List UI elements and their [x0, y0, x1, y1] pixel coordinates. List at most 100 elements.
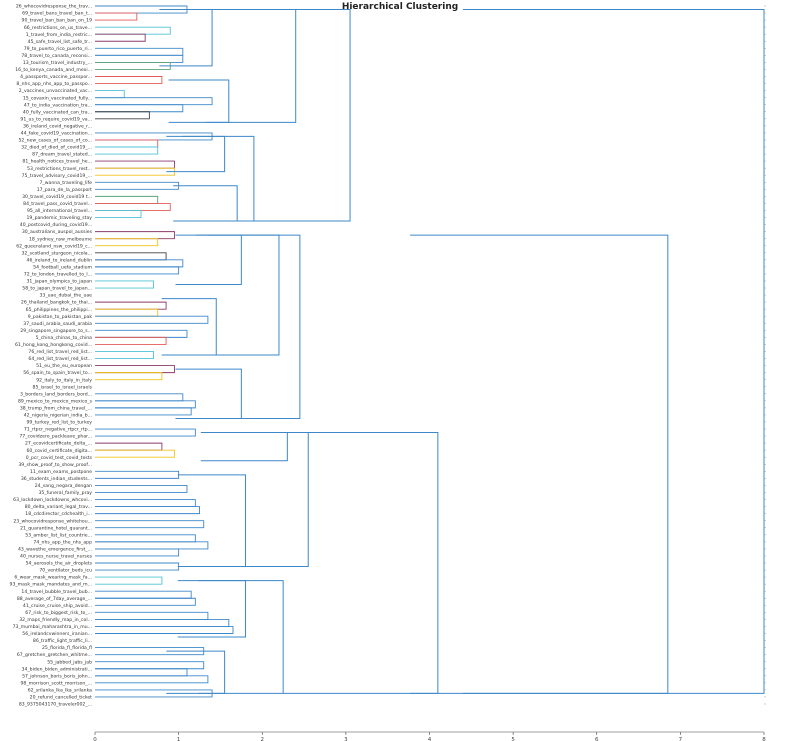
cluster-link	[196, 234, 280, 356]
dendrogram-link	[95, 351, 154, 359]
leaf-label: 60_covid_certificate_digita...	[26, 448, 92, 454]
dendrogram-link	[95, 661, 205, 670]
leaf-label: 8_nhs_app_nhs_app_to_passpo...	[16, 81, 92, 87]
dendrogram-link	[95, 407, 192, 416]
leaf-label: 57_johnson_boris_boris_john...	[22, 673, 92, 679]
leaf-label: 30_australians_auspol_aussies	[22, 229, 93, 235]
leaf-labels: 26_whocovidresponse_the_trav...69_travel…	[10, 4, 93, 708]
dendrogram-link	[95, 195, 159, 204]
leaf-label: 37_saudi_arabia_saudi_arabia	[23, 321, 92, 327]
leaf-label: 73_mumbai_maharashtra_in_mu...	[13, 624, 92, 630]
leaf-label: 23_whocovidresponse_whitehou...	[13, 518, 92, 524]
leaf-label: 87_dream_travel_stated...	[32, 152, 92, 158]
x-tick-label: 0	[93, 737, 97, 741]
leaf-label: 65_philippines_the_philippi...	[26, 307, 92, 313]
x-tick-label: 8	[762, 737, 766, 741]
dendrogram-link	[95, 202, 171, 211]
cluster-link	[177, 474, 247, 568]
dendrogram-link	[95, 54, 184, 63]
leaf-label: 32_maps_friendly_map_in_col...	[19, 617, 92, 623]
x-tick-label: 1	[177, 737, 181, 741]
dendrogram-link	[95, 336, 167, 345]
leaf-label: 86_traffic_light_traffic_li...	[33, 638, 92, 644]
dendrogram-link	[95, 449, 175, 458]
leaf-label: 29_singapore_singapore_to_s...	[20, 328, 92, 334]
leaf-label: 31_japan_olympics_to_japan	[26, 279, 92, 285]
leaf-label: 25_florida_fl_florida_fl	[42, 645, 92, 651]
x-tick-label: 5	[511, 737, 515, 741]
dendrogram-link	[95, 61, 171, 70]
leaf-label: 91_us_to_require_covid19_va...	[20, 116, 92, 122]
dendrogram-link	[95, 301, 167, 310]
cluster-link	[212, 432, 309, 568]
dendrogram-link	[95, 372, 163, 381]
leaf-label: 24_sang_negara_dengan	[35, 483, 92, 489]
dendrogram-link	[95, 146, 159, 155]
dendrogram-link	[95, 675, 209, 684]
leaf-label: 67_risk_to_biggest_risk_to_...	[25, 610, 92, 616]
leaf-label: 69_travel_bans_travel_ban_t...	[22, 11, 92, 17]
dendrogram-link	[95, 506, 200, 515]
leaf-label: 64_red_list_travel_red_list...	[28, 356, 92, 362]
leaf-label: 27_ecovidcertificate_delta_...	[25, 441, 92, 447]
leaf-label: 16_to_kenya_canada_and_mexi...	[15, 67, 92, 73]
leaf-label: 5_china_chinas_to_china	[36, 335, 93, 341]
dendrogram-link	[95, 520, 205, 529]
cluster-link	[175, 368, 242, 419]
leaf-label: 42_nigeria_nigerian_india_b...	[24, 413, 92, 419]
cluster-link	[166, 135, 226, 173]
leaf-label: 92_italy_to_italy_in_italy	[36, 377, 92, 383]
leaf-label: 39_show_proof_to_show_proof...	[18, 462, 92, 468]
leaf-label: 35_funeral_family_pray	[39, 490, 93, 496]
leaf-label: 19_pandemic_traveling_stay	[26, 215, 92, 221]
dendrogram-link	[95, 252, 167, 261]
dendrogram-link	[95, 442, 163, 451]
leaf-label: 4_passports_vaccine_passpor...	[20, 74, 92, 80]
leaf-label: 55_jabbed_jabs_jab	[47, 659, 92, 665]
dendrogram-link	[95, 231, 175, 240]
leaf-label: 33_uae_dubai_the_uae	[39, 293, 92, 299]
leaf-label: 26_thailand_bangkok_to_thai...	[21, 300, 92, 306]
leaf-label: 88_average_of_7day_average_...	[17, 596, 92, 602]
leaf-label: 84_travel_pass_covid_travel...	[23, 201, 92, 207]
dendrogram-link	[95, 259, 184, 268]
leaf-label: 89_mexico_to_mexico_mexico_s	[18, 398, 93, 404]
leaf-label: 71_rtpcr_negative_rtpcr_rtp...	[24, 427, 92, 433]
dendrogram-link	[95, 33, 146, 42]
dendrogram-link	[95, 111, 150, 120]
dendrogram-link	[95, 266, 180, 275]
x-tick-label: 7	[679, 737, 683, 741]
leaf-label: 56_irelandcvwinners_iranian...	[22, 631, 92, 637]
leaf-label: 81_health_notices_travel_he...	[22, 159, 92, 165]
cluster-link	[410, 234, 669, 694]
dendrogram-link	[95, 104, 184, 113]
leaf-label: 7_wanna_traveling_life	[40, 180, 93, 186]
dendrogram-link	[95, 90, 125, 99]
leaf-label: 41_cruise_cruise_ship_avoid...	[23, 603, 92, 609]
x-tick-label: 6	[595, 737, 599, 741]
dendrogram-link	[95, 160, 175, 169]
leaf-label: 15_covaxin_vaccinated_fully...	[23, 95, 92, 101]
dendrogram-link	[95, 238, 159, 247]
dendrogram-link	[95, 97, 213, 106]
dendrogram-link	[95, 668, 188, 677]
leaf-label: 30_travel_covid19_covid19 t...	[22, 194, 92, 200]
x-tick-label: 3	[344, 737, 348, 741]
leaf-label: 1_travel_from_india_restric...	[26, 32, 92, 38]
leaf-label: 98_morrison_scott_morrison_...	[21, 680, 93, 686]
leaf-label: 78_travel_to_canada_reconsi...	[21, 53, 92, 59]
dendrogram-link	[95, 548, 180, 557]
leaf-label: 80_delta_variant_legal_trav...	[25, 504, 92, 510]
cluster-link	[166, 650, 226, 694]
leaf-label: 18_sydney_nsw_melbourne	[29, 236, 92, 242]
dendrogram-link	[95, 576, 163, 585]
leaf-label: 13_tourism_travel_industry_...	[23, 60, 92, 66]
dendrogram-link	[95, 308, 159, 317]
dendrogram-link	[95, 400, 196, 409]
leaf-label: 54_football_uefa_stadium	[33, 264, 92, 270]
dendrogram-link	[95, 590, 192, 599]
leaf-label: 54_aerosols_the_air_droplets	[26, 561, 93, 567]
chart-title: Hierarchical Clustering	[342, 2, 458, 12]
dendrogram-link	[95, 329, 188, 338]
